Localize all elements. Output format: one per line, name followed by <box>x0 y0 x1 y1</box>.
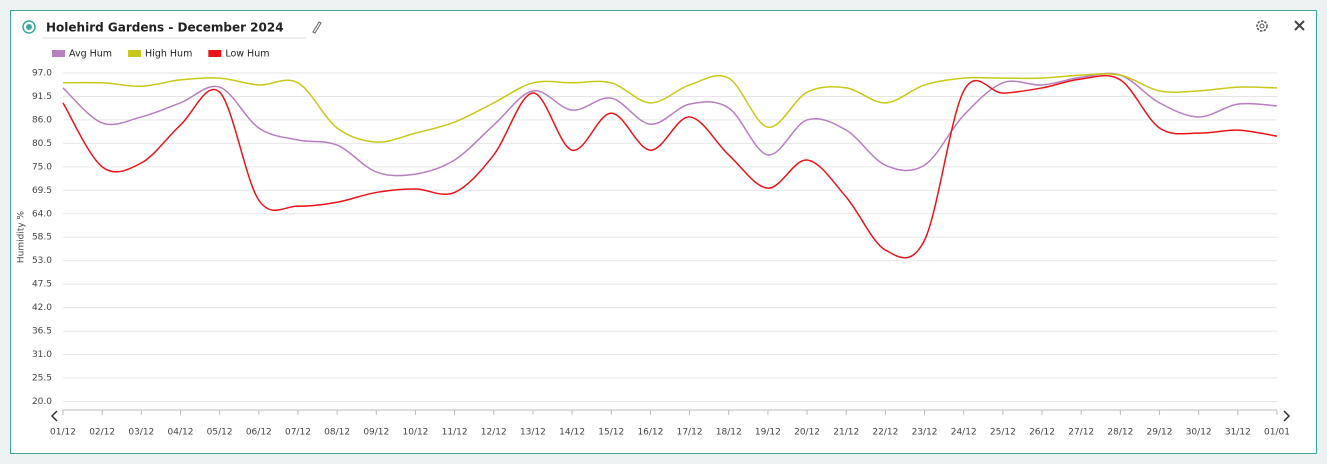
scroll-left[interactable] <box>50 410 58 422</box>
x-tick-label: 08/12 <box>324 428 350 438</box>
x-tick-label: 28/12 <box>1107 428 1133 438</box>
x-tick-label: 29/12 <box>1147 428 1173 438</box>
close-icon[interactable] <box>1294 20 1305 31</box>
x-tick-label: 11/12 <box>442 428 468 438</box>
x-tick-label: 03/12 <box>128 428 154 438</box>
x-tick-label: 05/12 <box>207 428 233 438</box>
line-series <box>62 73 1278 143</box>
y-tick-label: 47.5 <box>32 280 52 290</box>
legend-label: Avg Hum <box>69 49 112 60</box>
y-tick-label: 75.0 <box>32 162 52 172</box>
x-tick-label: 10/12 <box>402 428 428 438</box>
x-tick-label: 18/12 <box>716 428 742 438</box>
y-tick-label: 80.5 <box>32 139 52 149</box>
line-series <box>62 74 1278 259</box>
x-tick-label: 26/12 <box>1029 428 1055 438</box>
x-tick-label: 14/12 <box>559 428 585 438</box>
status-dot <box>26 24 32 30</box>
edit-icon[interactable] <box>312 21 322 34</box>
x-tick-label: 01/12 <box>50 428 76 438</box>
chart-title: Holehird Gardens - December 2024 <box>46 21 284 35</box>
y-tick-label: 58.5 <box>32 233 52 243</box>
legend-swatch <box>208 50 222 57</box>
x-tick-label: 09/12 <box>363 428 389 438</box>
y-tick-label: 97.0 <box>32 69 52 79</box>
x-tick-label: 12/12 <box>481 428 507 438</box>
y-tick-label: 53.0 <box>32 256 52 266</box>
x-tick-label: 21/12 <box>833 428 859 438</box>
x-tick-label: 13/12 <box>520 428 546 438</box>
line-series <box>62 72 1278 177</box>
x-tick-label: 19/12 <box>755 428 781 438</box>
legend-label: High Hum <box>145 49 192 60</box>
settings-icon-center <box>1259 23 1265 29</box>
y-tick-label: 25.5 <box>32 374 52 384</box>
legend-label: Low Hum <box>225 49 269 60</box>
x-tick-label: 17/12 <box>677 428 703 438</box>
y-tick-label: 42.0 <box>32 303 52 313</box>
y-tick-label: 64.0 <box>32 209 52 219</box>
x-tick-label: 06/12 <box>246 428 272 438</box>
x-tick-label: 31/12 <box>1225 428 1251 438</box>
y-tick-label: 86.0 <box>32 115 52 125</box>
settings-icon[interactable] <box>1256 20 1268 32</box>
status-icon <box>22 20 36 34</box>
x-tick-label: 15/12 <box>598 428 624 438</box>
legend-swatch <box>128 50 142 57</box>
y-tick-label: 31.0 <box>32 350 52 360</box>
y-tick-label: 91.5 <box>32 92 52 102</box>
x-tick-label: 20/12 <box>794 428 820 438</box>
y-tick-label: 36.5 <box>32 327 52 337</box>
x-tick-label: 30/12 <box>1186 428 1212 438</box>
y-axis-label: Humidity % <box>17 210 27 263</box>
legend-swatch <box>52 50 65 57</box>
x-tick-label: 23/12 <box>912 428 938 438</box>
x-tick-label: 01/01 <box>1264 428 1290 438</box>
y-tick-label: 69.5 <box>32 186 52 196</box>
x-tick-label: 25/12 <box>990 428 1016 438</box>
x-tick-label: 24/12 <box>951 428 977 438</box>
x-tick-label: 02/12 <box>89 428 115 438</box>
panel <box>10 10 1317 454</box>
x-tick-label: 27/12 <box>1068 428 1094 438</box>
scroll-right[interactable] <box>1283 410 1291 422</box>
x-tick-label: 22/12 <box>872 428 898 438</box>
x-tick-label: 07/12 <box>285 428 311 438</box>
x-tick-label: 16/12 <box>637 428 663 438</box>
y-tick-label: 20.0 <box>32 397 52 407</box>
x-tick-label: 04/12 <box>168 428 194 438</box>
